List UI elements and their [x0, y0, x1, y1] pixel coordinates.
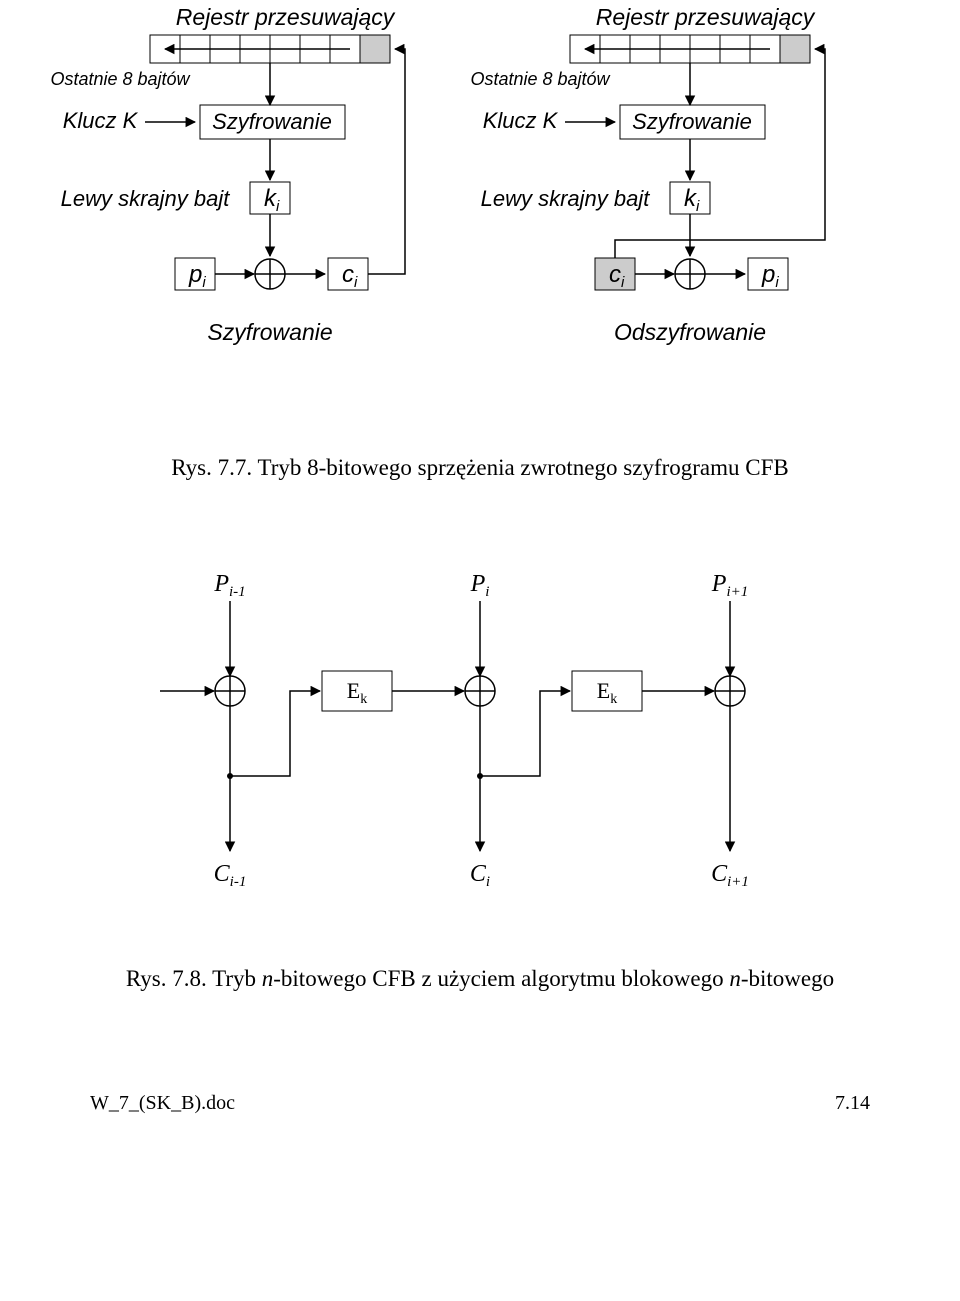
left-bottom-label: Szyfrowanie [207, 319, 332, 345]
right-klucz-k: Klucz K [483, 108, 559, 133]
left-klucz-k: Klucz K [63, 108, 139, 133]
right-lewy: Lewy skrajny bajt [481, 186, 651, 211]
left-feedback [368, 49, 405, 274]
page-footer: W_7_(SK_B).doc 7.14 [0, 1092, 960, 1135]
left-last8: Ostatnie 8 bajtów [50, 69, 190, 89]
caption2-post: -bitowego [741, 966, 834, 991]
xor-1 [215, 676, 245, 706]
c-i: Ci [470, 861, 490, 890]
p-im1: Pi-1 [213, 571, 245, 600]
right-feedback [615, 49, 825, 258]
caption-2: Rys. 7.8. Tryb n-bitowego CFB z użyciem … [0, 966, 960, 992]
caption2-pre: Rys. 7.8. Tryb [126, 966, 262, 991]
left-szyfrowanie-label: Szyfrowanie [212, 109, 332, 134]
right-shift-register [570, 35, 810, 63]
left-ki: ki [264, 185, 280, 215]
ek2-label: Ek [597, 678, 617, 707]
p-i: Pi [470, 571, 490, 600]
right-title: Rejestr przesuwający [596, 4, 816, 30]
caption2-n2: n [729, 966, 741, 991]
p-ip1: Pi+1 [711, 571, 748, 600]
xor-3 [715, 676, 745, 706]
left-ci: ci [342, 261, 358, 291]
left-shift-register [150, 35, 390, 63]
footer-right: 7.14 [835, 1092, 870, 1115]
nbit-cfb-diagram: Pi-1 Pi Pi+1 Ek Ek Ci-1 Ci C [0, 561, 960, 941]
right-bottom-label: Odszyfrowanie [614, 319, 766, 345]
caption-1: Rys. 7.7. Tryb 8-bitowego sprzężenia zwr… [0, 455, 960, 481]
caption2-n1: n [262, 966, 274, 991]
c-im1: Ci-1 [214, 861, 247, 890]
c-ip1: Ci+1 [711, 861, 749, 890]
left-title: Rejestr przesuwający [176, 4, 396, 30]
right-pi: pi [761, 261, 779, 291]
left-lewy: Lewy skrajny bajt [61, 186, 231, 211]
right-ki: ki [684, 185, 700, 215]
footer-left: W_7_(SK_B).doc [90, 1092, 235, 1115]
xor-2 [465, 676, 495, 706]
ek1-label: Ek [347, 678, 367, 707]
right-last8: Ostatnie 8 bajtów [470, 69, 610, 89]
left-pi: pi [188, 261, 206, 291]
right-szyfrowanie-label: Szyfrowanie [632, 109, 752, 134]
caption2-mid: -bitowego CFB z użyciem algorytmu blokow… [273, 966, 729, 991]
cfb-8bit-diagram: Rejestr przesuwający Ostatnie 8 bajtów K… [0, 0, 960, 420]
